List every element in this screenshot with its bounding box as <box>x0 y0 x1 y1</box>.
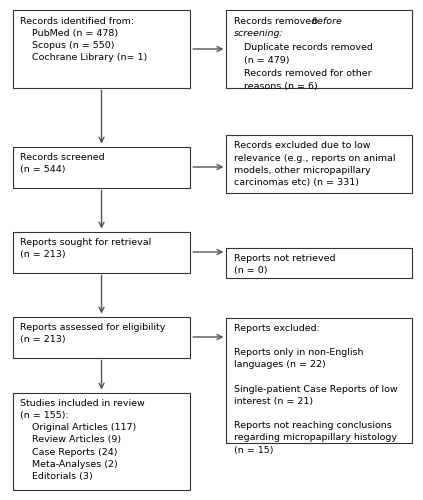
FancyBboxPatch shape <box>226 135 412 192</box>
FancyBboxPatch shape <box>13 392 190 490</box>
Text: screening:: screening: <box>234 30 284 38</box>
FancyBboxPatch shape <box>13 232 190 272</box>
Text: before: before <box>311 16 342 26</box>
Text: Records identified from:
    PubMed (n = 478)
    Scopus (n = 550)
    Cochrane : Records identified from: PubMed (n = 478… <box>20 16 148 62</box>
Text: Reports assessed for eligibility
(n = 213): Reports assessed for eligibility (n = 21… <box>20 323 166 344</box>
Text: Records excluded due to low
relevance (e.g., reports on animal
models, other mic: Records excluded due to low relevance (e… <box>234 142 396 187</box>
Text: Studies included in review
(n = 155):
    Original Articles (117)
    Review Art: Studies included in review (n = 155): Or… <box>20 399 145 481</box>
FancyBboxPatch shape <box>13 316 190 358</box>
Text: Reports excluded:

Reports only in non-English
languages (n = 22)

Single-patien: Reports excluded: Reports only in non-En… <box>234 324 398 454</box>
Text: (n = 479): (n = 479) <box>244 56 290 64</box>
Text: reasons (n = 6): reasons (n = 6) <box>244 82 318 90</box>
Text: Records removed for other: Records removed for other <box>244 68 372 78</box>
Text: Reports sought for retrieval
(n = 213): Reports sought for retrieval (n = 213) <box>20 238 151 259</box>
FancyBboxPatch shape <box>226 10 412 88</box>
Text: Duplicate records removed: Duplicate records removed <box>244 42 374 51</box>
Text: Records removed: Records removed <box>234 16 320 26</box>
Text: Reports not retrieved
(n = 0): Reports not retrieved (n = 0) <box>234 254 335 275</box>
FancyBboxPatch shape <box>226 248 412 278</box>
FancyBboxPatch shape <box>13 10 190 88</box>
Text: Records screened
(n = 544): Records screened (n = 544) <box>20 153 105 174</box>
FancyBboxPatch shape <box>13 146 190 188</box>
FancyBboxPatch shape <box>226 318 412 442</box>
